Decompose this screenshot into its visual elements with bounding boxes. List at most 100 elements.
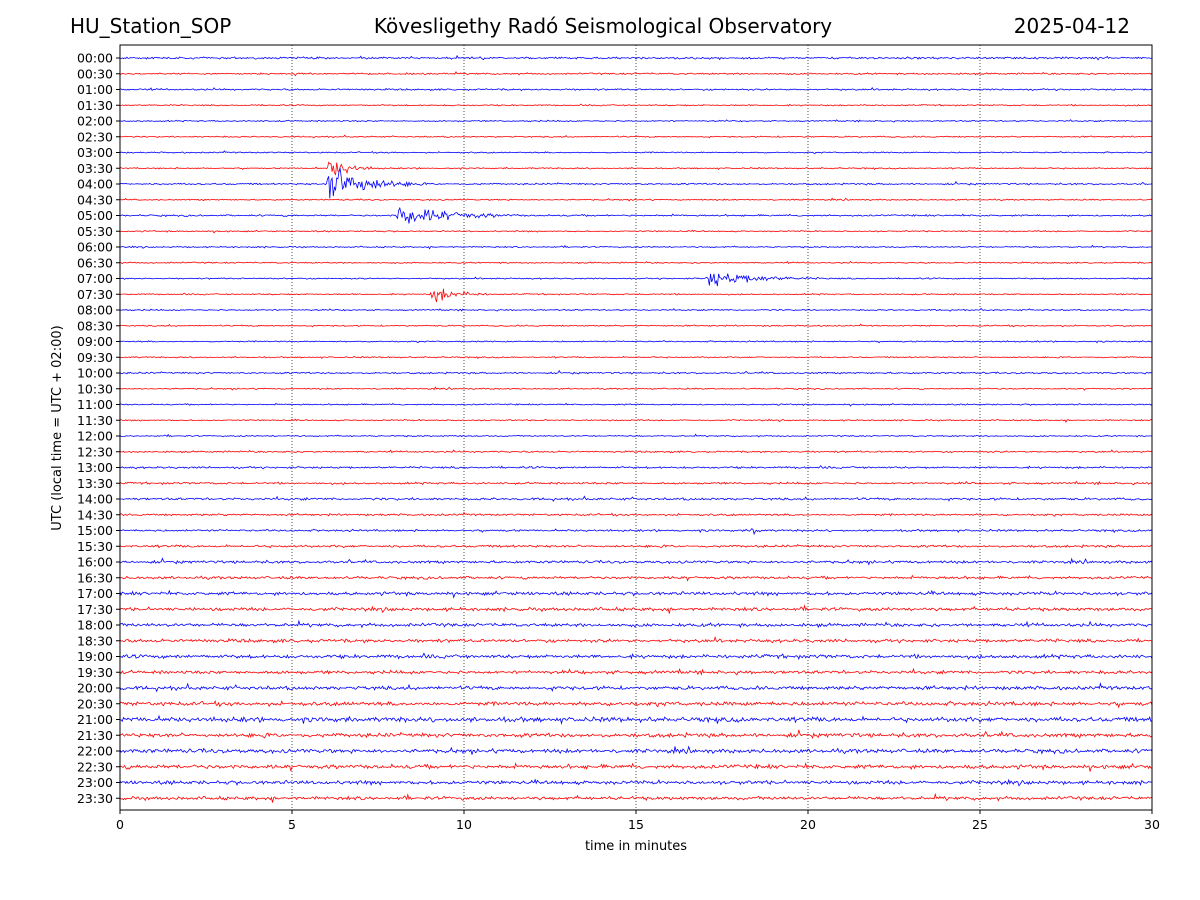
x-tick-label: 25 (972, 817, 988, 832)
y-tick-label: 21:00 (77, 712, 113, 727)
trace-row-1030 (119, 386, 1153, 391)
y-tick-label: 23:30 (77, 791, 113, 806)
trace-row-1900 (119, 652, 1153, 661)
trace-row-0630 (120, 260, 1153, 265)
y-tick-label: 23:00 (77, 775, 113, 790)
chart-title: Kövesligethy Radó Seismological Observat… (373, 14, 833, 38)
x-ticks: 0 5 10 15 20 25 30 (116, 810, 1160, 832)
trace-row-1300 (119, 465, 1152, 470)
trace-row-0300 (119, 150, 1153, 154)
y-ticks: 00:0000:3001:0001:3002:0002:3003:0003:30… (77, 51, 120, 806)
trace-row-2330 (119, 792, 1153, 803)
trace-row-0500 (119, 206, 1152, 224)
trace-row-0130 (119, 103, 1153, 107)
trace-row-0830 (120, 323, 1153, 328)
y-tick-label: 16:30 (77, 570, 113, 585)
x-tick-label: 10 (456, 817, 472, 832)
trace-row-0900 (119, 339, 1153, 344)
trace-row-1530 (119, 544, 1153, 549)
trace-row-0430 (119, 197, 1153, 202)
x-axis-label: time in minutes (585, 839, 687, 854)
trace-row-0230 (119, 134, 1153, 139)
y-tick-label: 06:30 (77, 255, 113, 270)
trace-row-1000 (119, 369, 1153, 375)
y-tick-label: 12:00 (77, 429, 113, 444)
y-tick-label: 07:00 (77, 271, 113, 286)
trace-row-1700 (119, 589, 1153, 599)
y-tick-label: 08:30 (77, 318, 113, 333)
trace-row-1430 (119, 511, 1153, 517)
trace-row-0200 (119, 119, 1153, 123)
trace-row-0330 (119, 161, 1153, 176)
trace-row-1600 (119, 557, 1153, 566)
y-tick-label: 20:00 (77, 681, 113, 696)
trace-row-2130 (119, 729, 1153, 739)
y-tick-label: 15:30 (77, 539, 113, 554)
trace-row-1500 (119, 528, 1153, 536)
x-tick-label: 0 (116, 817, 124, 832)
trace-row-0530 (119, 229, 1153, 234)
trace-row-0600 (119, 244, 1152, 250)
trace-row-2100 (119, 714, 1153, 725)
y-tick-label: 20:30 (77, 696, 113, 711)
y-tick-label: 08:00 (77, 303, 113, 318)
trace-row-1130 (119, 418, 1153, 423)
y-tick-label: 22:30 (77, 759, 113, 774)
x-tick-label: 15 (628, 817, 644, 832)
trace-row-2000 (119, 682, 1153, 693)
y-tick-label: 10:00 (77, 366, 113, 381)
y-tick-label: 05:30 (77, 224, 113, 239)
y-tick-label: 09:30 (77, 350, 113, 365)
trace-row-2200 (119, 745, 1153, 755)
y-tick-label: 15:00 (77, 523, 113, 538)
y-tick-label: 02:00 (77, 114, 113, 129)
y-tick-label: 10:30 (77, 381, 113, 396)
grid-lines (291, 45, 981, 810)
y-tick-label: 00:00 (77, 51, 113, 66)
trace-row-0730 (119, 288, 1153, 303)
trace-row-2030 (119, 699, 1153, 709)
y-tick-label: 14:00 (77, 492, 113, 507)
trace-row-1800 (119, 619, 1153, 629)
y-tick-label: 00:30 (77, 66, 113, 81)
y-tick-label: 18:00 (77, 618, 113, 633)
y-tick-label: 19:30 (77, 665, 113, 680)
y-tick-label: 16:00 (77, 555, 113, 570)
y-tick-label: 01:00 (77, 82, 113, 97)
y-tick-label: 07:30 (77, 287, 113, 302)
y-tick-label: 11:30 (77, 413, 113, 428)
trace-row-2300 (119, 778, 1153, 787)
y-tick-label: 09:00 (77, 334, 113, 349)
trace-row-0030 (119, 70, 1153, 77)
y-tick-label: 01:30 (77, 98, 113, 113)
trace-row-0700 (119, 273, 1152, 287)
y-tick-label: 14:30 (77, 507, 113, 522)
y-tick-label: 04:00 (77, 177, 113, 192)
y-tick-label: 11:00 (77, 397, 113, 412)
y-tick-label: 13:00 (77, 460, 113, 475)
y-tick-label: 22:00 (77, 744, 113, 759)
trace-row-1930 (119, 667, 1153, 676)
station-name: HU_Station_SOP (70, 14, 232, 38)
y-tick-label: 05:00 (77, 208, 113, 223)
y-tick-label: 13:30 (77, 476, 113, 491)
trace-row-1330 (119, 480, 1153, 486)
x-tick-label: 5 (288, 817, 296, 832)
y-tick-label: 03:30 (77, 161, 113, 176)
chart-date: 2025-04-12 (1013, 14, 1130, 38)
trace-row-0930 (119, 355, 1153, 360)
trace-row-1100 (119, 402, 1153, 407)
y-tick-label: 02:30 (77, 129, 113, 144)
y-tick-label: 21:30 (77, 728, 113, 743)
trace-row-2230 (119, 762, 1153, 772)
trace-row-0000 (120, 54, 1153, 61)
x-tick-label: 30 (1144, 817, 1160, 832)
y-tick-label: 18:30 (77, 633, 113, 648)
y-axis-label: UTC (local time = UTC + 02:00) (50, 325, 65, 530)
y-tick-label: 04:30 (77, 192, 113, 207)
y-tick-label: 03:00 (77, 145, 113, 160)
trace-row-0800 (119, 307, 1153, 312)
y-tick-label: 17:00 (77, 586, 113, 601)
x-tick-label: 20 (800, 817, 816, 832)
